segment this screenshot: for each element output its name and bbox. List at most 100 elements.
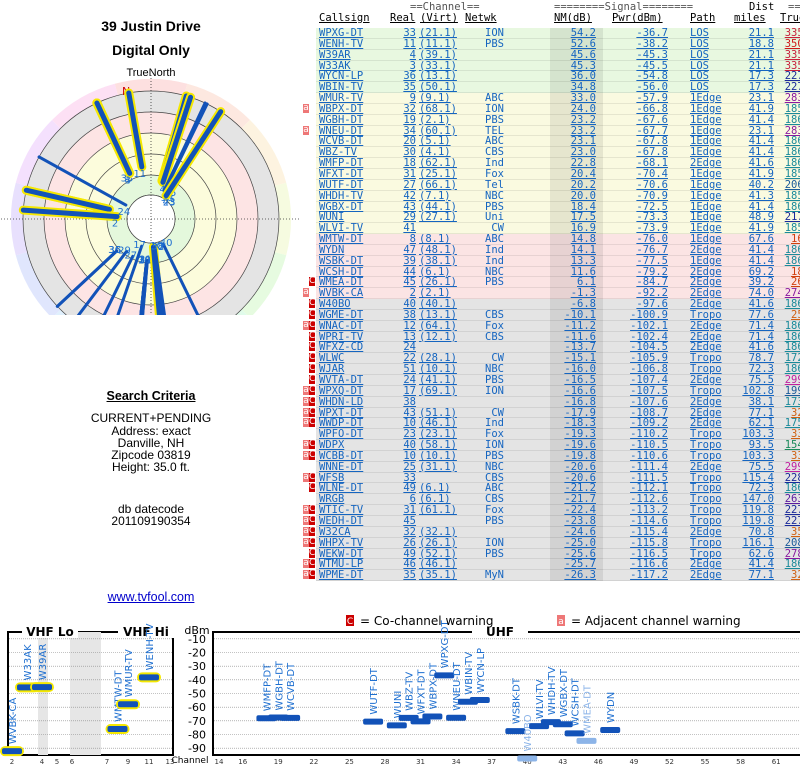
callsign[interactable]: WUNI (319, 211, 345, 224)
callsign[interactable]: WPME-DT (319, 569, 364, 582)
table-row[interactable]: aCWEDH-DT45PBS-23.8-114.6Tropo119.8227°(… (302, 514, 800, 527)
callsign[interactable]: WCVB-DT (319, 135, 364, 148)
callsign[interactable]: WHDN-LD (319, 395, 364, 408)
table-row[interactable]: aWVBK-CA2(2.1)-1.3-92.22Edge74.0274°(289… (302, 287, 800, 300)
callsign[interactable]: WLVI-TV (319, 222, 364, 235)
table-row[interactable]: WYDN47(48.1)Ind14.1-76.72Edge41.4186°(20… (302, 245, 800, 256)
table-row[interactable]: WGBH-DT19(2.1)PBS23.2-67.61Edge41.4186°(… (302, 113, 800, 126)
callsign[interactable]: WGBX-DT (319, 200, 364, 213)
table-row[interactable]: WNNE-DT 25 (31.1) NBC -20.6 -111.4 2Edge 75.5 29… (302, 460, 800, 473)
callsign[interactable]: WFSB (319, 471, 345, 484)
callsign[interactable]: WFXT-DT (319, 167, 364, 180)
table-row[interactable]: WSBK-DT 39(38.1) Ind 13.3 -77.5 1Edge 41.4 186°… (302, 254, 800, 267)
callsign[interactable]: W33AK (319, 59, 351, 72)
table-row[interactable]: a C WPXT-DT 43 (51.1) CW -17.9 -108.7 2Edge 77.1 3… (302, 406, 800, 419)
table-row[interactable]: a C WCBB-DT 10 (10.1) PBS -19.8 -110.6 Tropo 103.… (302, 449, 800, 462)
callsign[interactable]: WFXZ-CD (319, 341, 364, 354)
callsign[interactable]: WLWC (319, 352, 345, 365)
callsign[interactable]: WBIN-TV (319, 81, 364, 94)
table-row[interactable]: WBIN-TV35(50.1)34.8-56.0LOS17.3227°(242°… (302, 81, 800, 94)
table-row[interactable]: C WGME-DT 38 (13.1) CBS -10.1 -100.9 Tropo 77.6 2… (302, 308, 800, 321)
callsign[interactable]: WPFO-DT (319, 428, 364, 441)
table-row[interactable]: a C WHPX-TV 26 (26.1) ION -25.0 -115.8 Tropo 116.… (302, 536, 800, 549)
table-row[interactable]: WCVB-DT20(5.1)ABC23.1-67.81Edge41.4186°(… (302, 135, 800, 148)
callsign[interactable]: WPXQ-DT (319, 384, 364, 397)
table-row[interactable]: a WBPX-DT 32(68.1) ION 24.0 -66.8 1Edge 41.9 185… (302, 102, 800, 115)
callsign[interactable]: W40BO (319, 298, 351, 311)
callsign[interactable]: W39AR (319, 48, 351, 61)
tvfool-link[interactable]: www.tvfool.com (107, 590, 195, 604)
callsign[interactable]: WEKW-DT (319, 547, 364, 560)
table-row[interactable]: WUNI29(27.1)Uni17.5-73.31Edge48.9217°(23… (302, 211, 800, 224)
table-row[interactable]: aCWHDN-LD38-16.8-107.62Edge38.1173°(188°… (302, 395, 800, 408)
callsign[interactable]: W32CA (319, 525, 351, 538)
table-row[interactable]: WBZ-TV30(4.1)CBS23.0-67.81Edge41.4186°(2… (302, 146, 800, 159)
callsign[interactable]: WWDP-DT (319, 417, 364, 430)
callsign[interactable]: WNNE-DT (319, 460, 364, 473)
table-row[interactable]: aCW32CA32(32.1)-24.6-115.42Edge70.835°(5… (302, 525, 800, 538)
callsign[interactable]: WJAR (319, 363, 345, 376)
callsign[interactable]: WPRI-TV (319, 330, 364, 343)
table-row[interactable]: a C WWDP-DT 10 (46.1) Ind -18.3 -109.2 2Edge 62.1… (302, 417, 800, 430)
table-row[interactable]: WFXT-DT 31(25.1) Fox 20.4 -70.4 1Edge 41.9 185°… (302, 169, 800, 180)
callsign[interactable]: WGME-DT (319, 308, 364, 321)
table-row[interactable]: a C WNAC-DT 12 (64.1) Fox -11.2 -102.1 2Edge 71.4… (302, 319, 800, 332)
callsign[interactable]: WLNE-DT (319, 482, 364, 495)
table-row[interactable]: a WNEU-DT 34(60.1) TEL 23.2 -67.7 1Edge 23.1 283… (302, 124, 800, 137)
callsign[interactable]: WMUR-TV (319, 92, 364, 105)
callsign[interactable]: WHPX-TV (319, 536, 364, 549)
table-row[interactable]: C WEKW-DT 49 (52.1) PBS -25.6 -116.5 Tropo 62.6 2… (302, 547, 800, 560)
callsign[interactable]: WHDH-TV (319, 189, 364, 202)
table-row[interactable]: a C WTIC-TV 31 (61.1) Fox -22.4 -113.2 Tropo 119.… (302, 505, 800, 516)
table-row[interactable]: a C WPXQ-DT 17 (69.1) ION -16.6 -107.5 Tropo 102.… (302, 384, 800, 397)
callsign[interactable]: WRGB (319, 493, 345, 506)
callsign[interactable]: WMFP-DT (319, 157, 364, 170)
callsign[interactable]: WVBK-CA (319, 287, 364, 300)
callsign[interactable]: WCBB-DT (319, 449, 364, 462)
table-row[interactable]: aCWFSB33CBS-20.6-111.5Tropo115.4228°(243… (302, 471, 800, 484)
callsign[interactable]: WTMU-LP (319, 558, 364, 571)
table-row[interactable]: CW40BO40(40.1)-6.8-97.62Edge41.6186°(201… (302, 299, 800, 310)
callsign[interactable]: WTIC-TV (319, 504, 364, 517)
callsign[interactable]: WNEU-DT (319, 124, 364, 137)
table-row[interactable]: WENH-TV11(11.1)PBS52.6-38.2LOS18.8350°(5… (302, 37, 800, 50)
table-row[interactable]: WRGB6(6.1)CBS-21.7-112.6Tropo147.0263°(2… (302, 493, 800, 506)
table-row[interactable]: WMFP-DT 18(62.1) Ind 22.8 -68.1 2Edge 41.6 186°… (302, 158, 800, 169)
callsign[interactable]: WYCN-LP (319, 70, 364, 83)
callsign[interactable]: WCSH-DT (319, 265, 364, 278)
table-row[interactable]: C WPRI-TV 13 (12.1) CBS -11.6 -102.4 2Edge 71.4 1… (302, 330, 800, 343)
callsign[interactable]: WENH-TV (319, 37, 364, 50)
callsign[interactable]: WUTF-DT (319, 178, 364, 191)
callsign[interactable]: WMTW-DT (319, 233, 364, 246)
table-row[interactable]: CWMEA-DT45(26.1)PBS6.1-84.72Edge39.226°(… (302, 276, 800, 289)
table-row[interactable]: WUTF-DT 27(66.1) Tel 20.2 -70.6 1Edge 40.2 206°… (302, 178, 800, 191)
table-row[interactable]: WHDH-TV42(7.1)NBC20.0-70.91Edge41.3185°(… (302, 189, 800, 202)
callsign[interactable]: WGBH-DT (319, 113, 364, 126)
callsign[interactable]: WEDH-DT (319, 514, 364, 527)
callsign[interactable]: WBPX-DT (319, 102, 364, 115)
callsign[interactable]: WMEA-DT (319, 276, 364, 289)
callsign[interactable]: WPXG-DT (319, 27, 364, 39)
table-row[interactable]: WMUR-TV9(9.1)ABC33.0-57.91Edge23.1283°(2… (302, 93, 800, 104)
table-row[interactable]: WPXG-DT33(21.1)ION54.2-36.7LOS21.1335°(3… (302, 28, 800, 39)
callsign[interactable]: WVTA-DT (319, 374, 364, 386)
callsign[interactable]: WSBK-DT (319, 254, 364, 267)
callsign[interactable]: WNAC-DT (319, 319, 364, 332)
table-row[interactable]: WMTW-DT8(8.1)ABC14.8-76.01Edge67.616°(32… (302, 234, 800, 245)
table-row[interactable]: WYCN-LP36(13.1)36.0-54.8LOS17.3227°(242°… (302, 70, 800, 83)
table-row[interactable]: CWLWC22(28.1)CW-15.1-105.9Tropo78.7172°(… (302, 352, 800, 365)
table-row[interactable]: a C WPME-DT 35 (35.1) MyN -26.3 -117.2 2Edge 77.1… (302, 569, 800, 582)
table-row[interactable]: WPFO-DT 23 (23.1) Fox -19.3 -110.2 Tropo 103.3 3… (302, 428, 800, 441)
callsign[interactable]: WYDN (319, 243, 345, 256)
callsign[interactable]: WPXT-DT (319, 406, 364, 419)
table-row[interactable]: C WVTA-DT 24 (41.1) PBS -16.5 -107.4 2Edge 75.5 2… (302, 375, 800, 386)
callsign[interactable]: WBZ-TV (319, 146, 357, 159)
table-row[interactable]: C WLNE-DT 49 (6.1) ABC -21.2 -112.1 Tropo 72.3 18… (302, 482, 800, 495)
